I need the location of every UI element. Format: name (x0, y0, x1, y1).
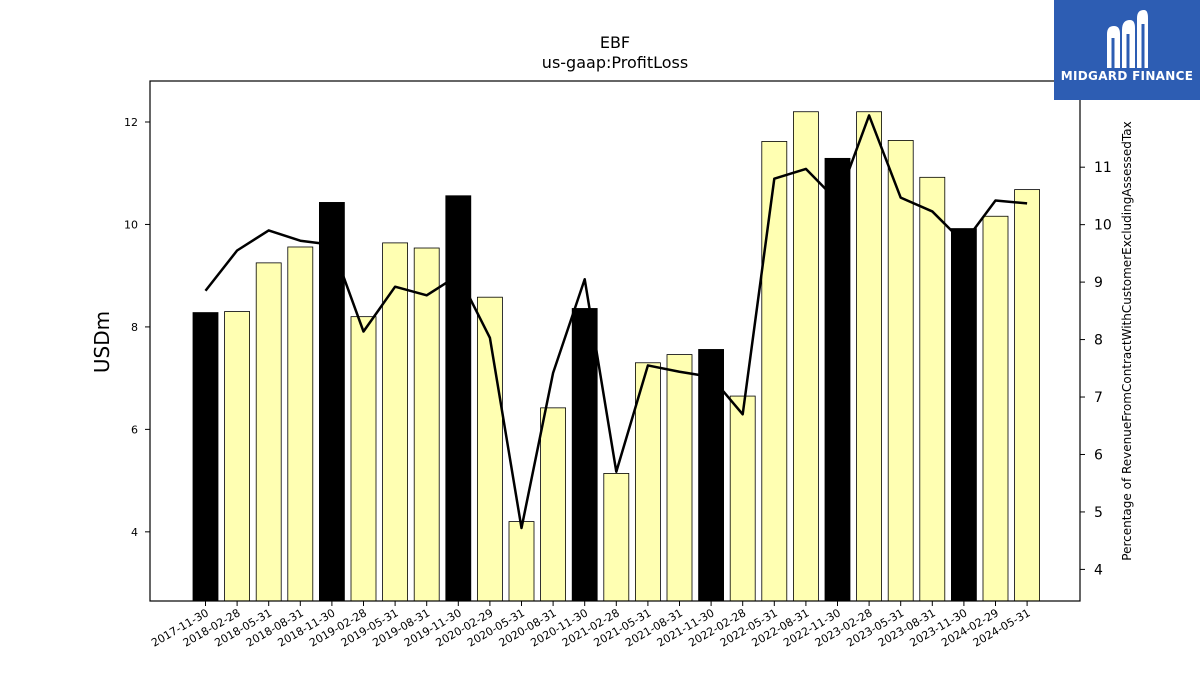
right-tick-label: 6 (1094, 447, 1103, 463)
bar-2017-11-30 (192, 312, 219, 602)
bar-2022-05-31 (761, 141, 788, 602)
chart-subtitle: us-gaap:ProfitLoss (541, 53, 689, 72)
brand-logo: MIDGARD FINANCE (1054, 0, 1200, 100)
bar-2022-11-30 (824, 157, 851, 602)
bar-2019-05-31 (382, 242, 409, 602)
bar-2020-05-31 (508, 521, 535, 602)
bar-2020-11-30 (571, 308, 598, 602)
right-tick-label: 5 (1094, 505, 1103, 521)
bar-2020-08-31 (540, 407, 566, 602)
bar-2020-02-29 (476, 296, 503, 602)
bar-2021-11-30 (698, 349, 724, 602)
right-tick-label: 10 (1094, 218, 1112, 234)
left-axis-ticks: 4 6 8 10 12 (124, 116, 150, 539)
plot-frame (149, 80, 1081, 602)
right-axis-ticks: 4 5 6 7 8 9 10 11 (1080, 160, 1112, 578)
bar-2023-05-31 (887, 140, 914, 602)
midgard-m-icon (1107, 10, 1148, 68)
bar-2018-11-30 (318, 202, 345, 602)
bar-2018-08-31 (287, 246, 314, 602)
bar-2024-05-31 (1014, 189, 1040, 602)
right-tick-label: 7 (1094, 390, 1103, 406)
bar-2019-02-28 (350, 316, 377, 602)
left-tick-label: 10 (124, 218, 138, 231)
right-tick-label: 8 (1094, 333, 1103, 349)
bar-2019-08-31 (413, 247, 440, 602)
bar-2018-05-31 (255, 262, 282, 602)
bar-2024-02-29 (982, 215, 1009, 602)
y-axis-label-left: USDm (90, 310, 114, 374)
bar-2018-02-28 (224, 311, 251, 602)
bar-2022-02-28 (729, 395, 756, 602)
left-tick-label: 6 (131, 423, 138, 436)
bar-group (192, 111, 1040, 602)
bar-2022-08-31 (793, 111, 819, 602)
bar-2019-11-30 (445, 195, 472, 602)
bar-2023-08-31 (919, 176, 946, 602)
y-axis-label-right: Percentage of RevenueFromContractWithCus… (1120, 121, 1134, 561)
bar-2023-11-30 (951, 228, 977, 602)
bar-2021-02-28 (603, 473, 630, 602)
left-tick-label: 4 (131, 526, 138, 539)
right-tick-label: 9 (1094, 275, 1103, 291)
bar-2021-08-31 (666, 354, 693, 602)
right-tick-label: 4 (1094, 562, 1103, 578)
line-group (204, 114, 1028, 530)
bar-2021-05-31 (635, 362, 661, 602)
left-tick-label: 8 (131, 321, 138, 334)
left-tick-label: 12 (124, 116, 138, 129)
bar-2023-02-28 (856, 111, 882, 602)
x-axis-ticks: 2017-11-302018-02-282018-05-312018-08-31… (149, 601, 1033, 650)
logo-text: MIDGARD FINANCE (1060, 69, 1194, 83)
percentage-line (204, 114, 1028, 530)
right-tick-label: 11 (1094, 160, 1112, 176)
chart-title: EBF (599, 33, 631, 52)
